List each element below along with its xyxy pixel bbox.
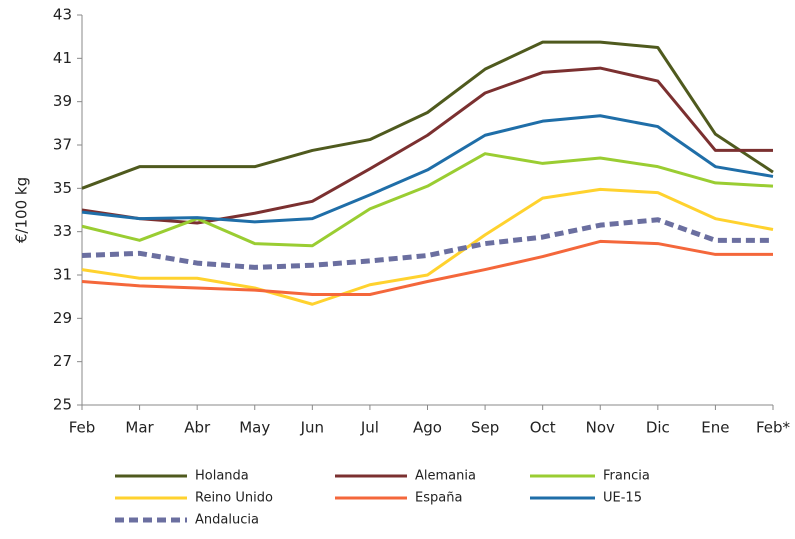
x-tick-label: Mar — [125, 419, 154, 437]
x-tick-label: Sep — [471, 419, 499, 437]
series-line — [81, 187, 774, 306]
y-tick-label: 43 — [53, 6, 72, 24]
y-tick-label: 29 — [53, 309, 72, 327]
y-tick-label: 41 — [53, 49, 72, 67]
series-line — [81, 114, 774, 224]
legend-label: Alemania — [415, 469, 476, 484]
y-tick-label: 39 — [53, 92, 72, 110]
legend-label: Holanda — [195, 469, 249, 484]
x-tick-label: Jun — [300, 419, 324, 437]
y-tick-label: 33 — [53, 222, 72, 240]
series-line — [81, 217, 773, 270]
legend-label: Andalucia — [195, 513, 259, 528]
y-tick-label: 31 — [53, 266, 72, 284]
x-tick-label: Feb* — [756, 419, 791, 437]
series-line — [81, 239, 773, 296]
x-tick-label: May — [239, 419, 270, 437]
legend-label: Francia — [603, 469, 650, 484]
x-tick-label: Oct — [530, 419, 556, 437]
x-tick-label: Ago — [413, 419, 442, 437]
legend-label: España — [415, 491, 462, 506]
y-tick-label: 25 — [53, 396, 72, 414]
series-line — [81, 40, 774, 190]
y-axis-label: €/100 kg — [13, 177, 31, 243]
x-tick-label: Ene — [701, 419, 729, 437]
x-tick-label: Dic — [646, 419, 670, 437]
series-line — [81, 66, 773, 225]
x-tick-label: Feb — [69, 419, 96, 437]
legend-label: Reino Unido — [195, 491, 273, 506]
y-tick-label: 35 — [53, 179, 72, 197]
y-tick-label: 37 — [53, 136, 72, 154]
x-tick-label: Nov — [586, 419, 615, 437]
x-tick-label: Jul — [360, 419, 379, 437]
legend-label: UE-15 — [603, 491, 642, 506]
y-tick-label: 27 — [53, 352, 72, 370]
x-tick-label: Abr — [184, 419, 211, 437]
